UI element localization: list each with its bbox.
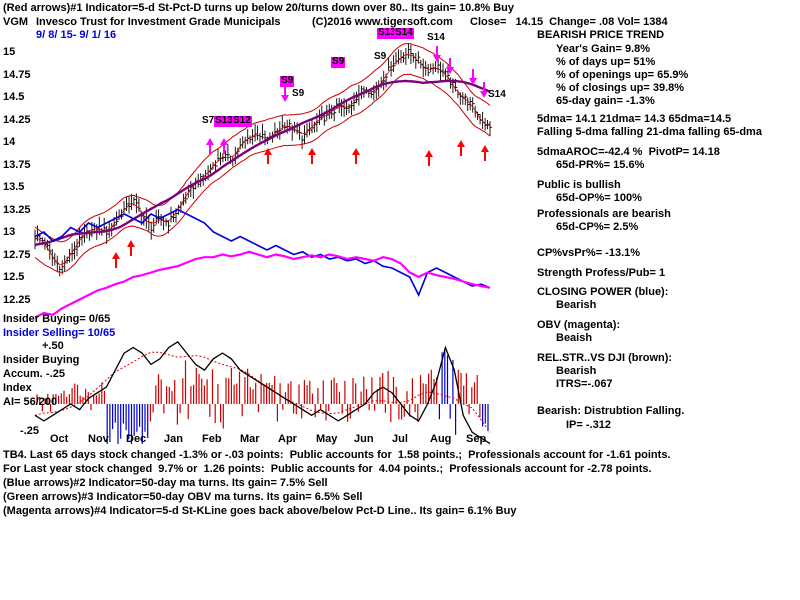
obv-line: [34, 250, 491, 319]
closing-power-line: [34, 208, 491, 297]
red-up-arrow: [112, 252, 120, 268]
lower-band-line: [34, 73, 491, 273]
red-up-arrow: [127, 240, 135, 256]
rel-strength-line: [34, 341, 491, 445]
red-up-arrow: [457, 140, 465, 156]
red-up-arrow: [481, 145, 489, 161]
ai-histogram-blue: [106, 351, 489, 444]
magenta-down-arrow: [446, 58, 454, 74]
ai-histogram-red: [36, 360, 481, 429]
magenta-up-arrow: [220, 138, 228, 154]
magenta-down-arrow: [433, 46, 441, 62]
magenta-down-arrow: [281, 86, 289, 102]
red-up-arrow: [264, 148, 272, 164]
5dma-line: [34, 54, 491, 266]
upper-band-line: [34, 43, 491, 243]
red-up-arrow: [308, 148, 316, 164]
rs-ma-dashed-line: [34, 351, 491, 433]
red-up-arrow: [425, 150, 433, 166]
red-up-arrow: [352, 148, 360, 164]
65dma-line: [34, 79, 491, 247]
magenta-down-arrow: [469, 69, 477, 85]
magenta-up-arrow: [206, 138, 214, 154]
magenta-down-arrow: [480, 82, 488, 98]
